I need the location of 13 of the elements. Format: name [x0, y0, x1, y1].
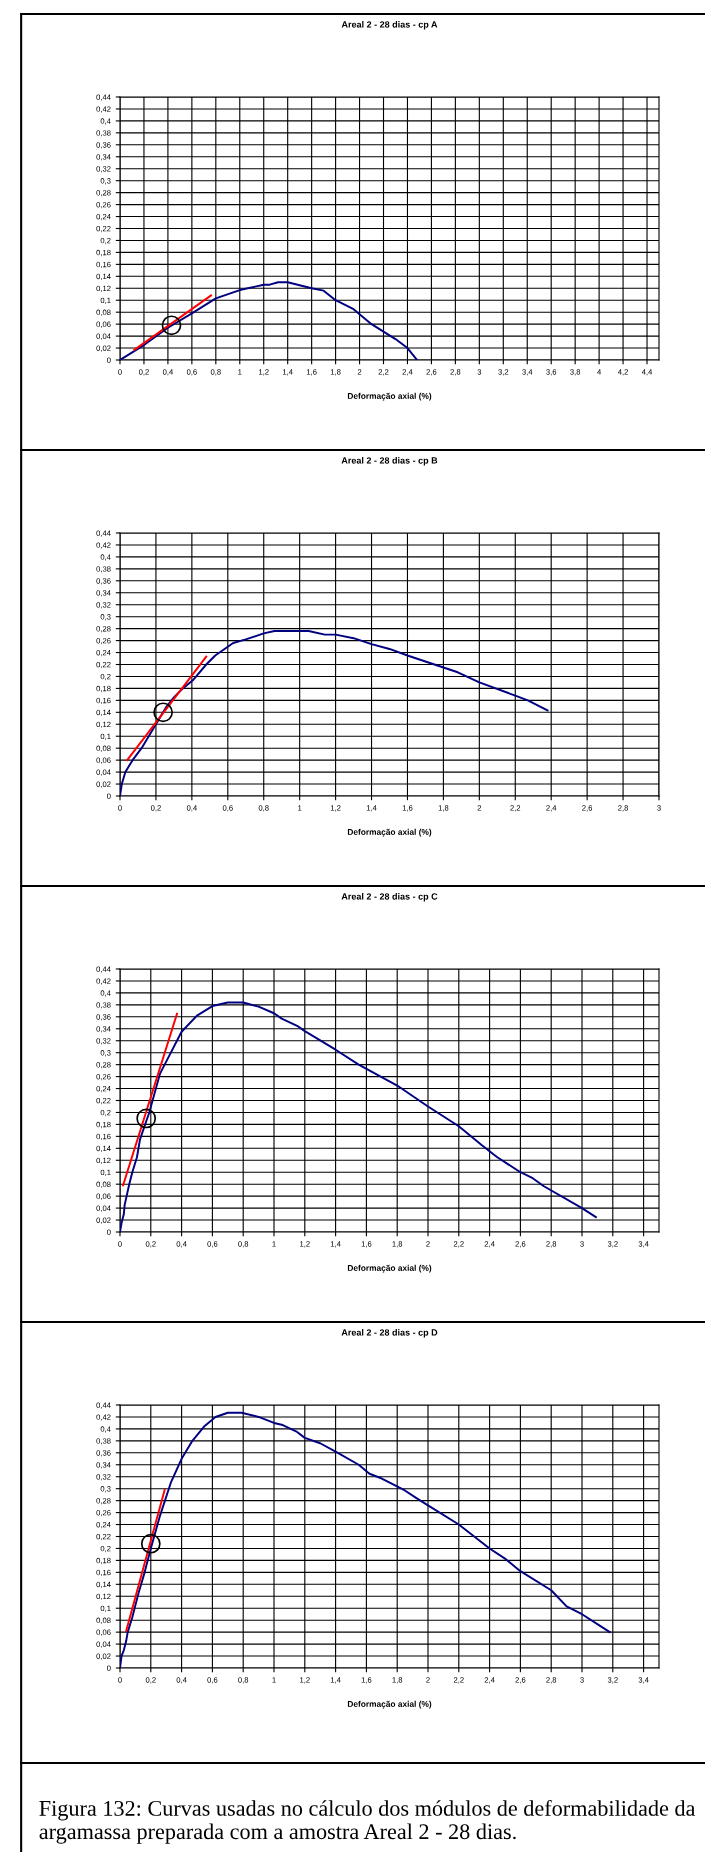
x-axis-title: Deformação axial (%) [347, 828, 432, 837]
x-axis-title: Deformação axial (%) [347, 1264, 432, 1273]
chart-title: Areal 2 - 28 dias - cp C [341, 893, 438, 902]
text: Figura 132: Curvas usadas no cálculo dos módulos de deformabilidade da argamassa preparada com a amostra Areal 2 - 28 dias. [39, 1800, 696, 1844]
chart-title: Areal 2 - 28 dias - cp B [341, 457, 438, 466]
chart-title: Areal 2 - 28 dias - cp D [341, 1329, 438, 1338]
line-series [120, 630, 549, 796]
chart-title: Areal 2 - 28 dias - cp A [341, 21, 438, 30]
x-axis-title: Deformação axial (%) [347, 1700, 432, 1709]
line-series [120, 281, 419, 360]
line-series [120, 1411, 611, 1668]
x-axis-title: Deformação axial (%) [347, 392, 432, 401]
line-series [120, 1001, 597, 1232]
